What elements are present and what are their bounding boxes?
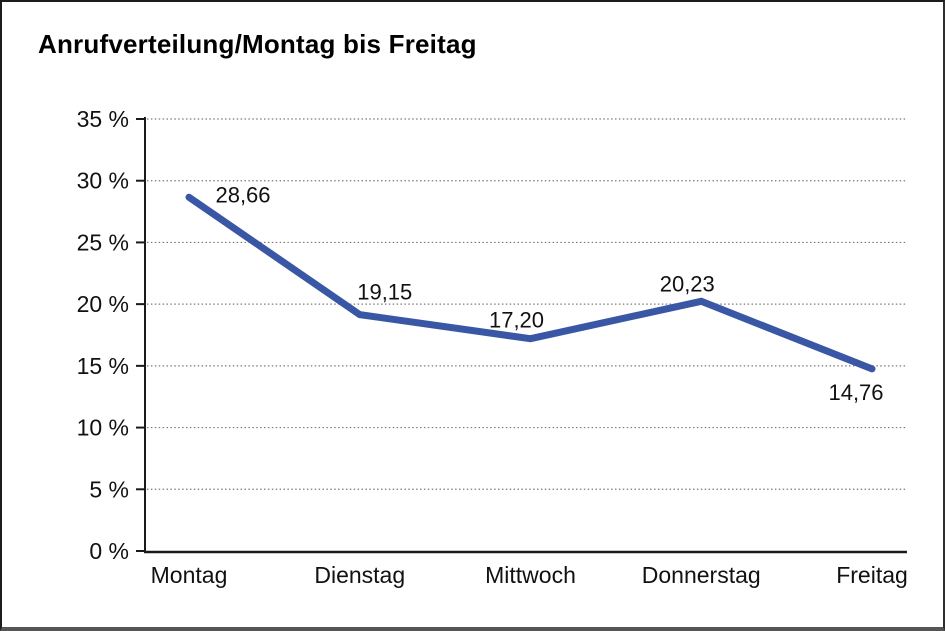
data-point-label: 19,15 — [357, 280, 412, 305]
y-tick-label: 35 % — [77, 106, 129, 132]
y-tick-label: 10 % — [77, 415, 129, 441]
chart-title: Anrufverteilung/Montag bis Freitag — [38, 29, 477, 59]
y-tick-label: 20 % — [77, 291, 129, 317]
x-tick-label: Mittwoch — [485, 562, 576, 588]
data-point-label: 20,23 — [660, 271, 715, 296]
y-tick-label: 25 % — [77, 229, 129, 255]
y-tick-label: 5 % — [89, 476, 129, 502]
data-point-labels: 28,66 19,15 17,20 20,23 14,76 — [215, 182, 883, 405]
x-tick-label: Freitag — [836, 562, 908, 588]
data-point-label: 28,66 — [215, 182, 270, 207]
series-line — [185, 193, 876, 373]
x-axis-labels: Montag Dienstag Mittwoch Donnerstag Freitag — [151, 562, 908, 588]
y-axis-labels: 0 % 5 % 10 % 15 % 20 % 25 % 30 % 35 % — [77, 106, 129, 564]
x-tick-label: Montag — [151, 562, 228, 588]
gridlines — [147, 118, 907, 490]
data-point-label: 14,76 — [828, 380, 883, 405]
x-tick-label: Dienstag — [314, 562, 405, 588]
x-tick-label: Donnerstag — [642, 562, 761, 588]
y-tick-label: 0 % — [89, 538, 129, 564]
data-point-label: 17,20 — [489, 308, 544, 333]
y-tick-label: 15 % — [77, 353, 129, 379]
y-tick-label: 30 % — [77, 168, 129, 194]
